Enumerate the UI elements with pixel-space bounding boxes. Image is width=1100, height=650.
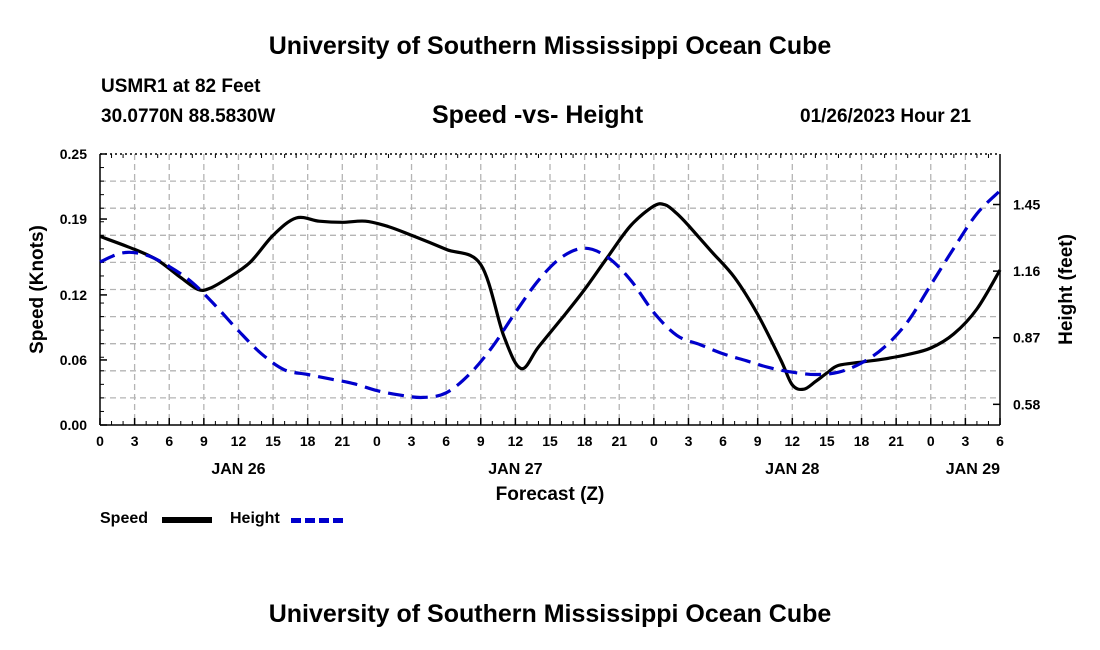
x-tick-label: 15	[265, 433, 281, 449]
series-line-height	[99, 189, 1002, 400]
x-tick-label: 9	[477, 433, 485, 449]
page-title: University of Southern Mississippi Ocean…	[268, 32, 832, 60]
x-tick-label: 6	[996, 433, 1004, 449]
y-tick-label: 0.19	[60, 211, 87, 227]
y-tick-label: 0.00	[60, 417, 87, 433]
legend-height-label: Height	[230, 510, 280, 527]
station-name: USMR1 at 82 Feet	[101, 76, 261, 97]
y2-tick-label: 0.87	[1013, 330, 1040, 346]
y-axis-title: Speed (Knots)	[27, 225, 48, 354]
x-tick-label: 21	[888, 433, 904, 449]
y-tick-label: 0.25	[60, 146, 87, 162]
x-tick-label: 3	[685, 433, 693, 449]
legend-height-swatch	[291, 518, 343, 523]
x-tick-label: 15	[542, 433, 558, 449]
x-date-label: JAN 27	[488, 461, 542, 478]
x-tick-label: 18	[577, 433, 593, 449]
y2-axis-title: Height (feet)	[1056, 234, 1077, 345]
y2-tick-label: 1.45	[1013, 197, 1040, 213]
x-tick-label: 6	[165, 433, 173, 449]
x-tick-label: 9	[200, 433, 208, 449]
forecast-datetime: 01/26/2023 Hour 21	[800, 106, 972, 127]
x-date-label: JAN 28	[765, 461, 819, 478]
x-tick-label: 3	[961, 433, 969, 449]
x-tick-label: 3	[408, 433, 416, 449]
x-tick-label: 18	[300, 433, 316, 449]
x-date-label: JAN 29	[946, 461, 1000, 478]
station-coordinates: 30.0770N 88.5830W	[101, 106, 276, 127]
x-tick-label: 18	[854, 433, 870, 449]
x-date-label: JAN 26	[211, 461, 265, 478]
footer-title: University of Southern Mississippi Ocean…	[268, 600, 832, 628]
x-tick-label: 0	[650, 433, 658, 449]
chart-ticks	[99, 153, 1001, 426]
x-tick-label: 9	[754, 433, 762, 449]
x-tick-label: 15	[819, 433, 835, 449]
x-tick-label: 0	[927, 433, 935, 449]
x-axis-title: Forecast (Z)	[496, 484, 605, 505]
chart-labels: 0 3 6 9 12 15 18 21 0 3 6 9 12 15 18 21 0 3 6 9 12 15 18 21 0 3 6 J…	[27, 146, 1077, 505]
x-tick-label: 12	[785, 433, 801, 449]
x-tick-label: 0	[96, 433, 104, 449]
y2-tick-label: 0.58	[1013, 396, 1040, 412]
x-tick-label: 21	[611, 433, 627, 449]
x-tick-label: 12	[508, 433, 524, 449]
y2-tick-label: 1.16	[1013, 263, 1040, 279]
x-tick-label: 6	[719, 433, 727, 449]
chart-grid	[100, 154, 1000, 425]
series-line-speed	[99, 202, 1002, 392]
x-tick-label: 12	[231, 433, 247, 449]
x-tick-label: 6	[442, 433, 450, 449]
x-tick-label: 21	[335, 433, 351, 449]
y-tick-label: 0.06	[60, 352, 87, 368]
y-tick-label: 0.12	[60, 287, 87, 303]
legend-speed-label: Speed	[100, 510, 149, 527]
x-tick-label: 3	[131, 433, 139, 449]
legend-speed-swatch	[162, 517, 212, 523]
x-tick-label: 0	[373, 433, 381, 449]
chart-subtitle: Speed -vs- Height	[432, 101, 644, 129]
chart-series	[99, 189, 1002, 400]
